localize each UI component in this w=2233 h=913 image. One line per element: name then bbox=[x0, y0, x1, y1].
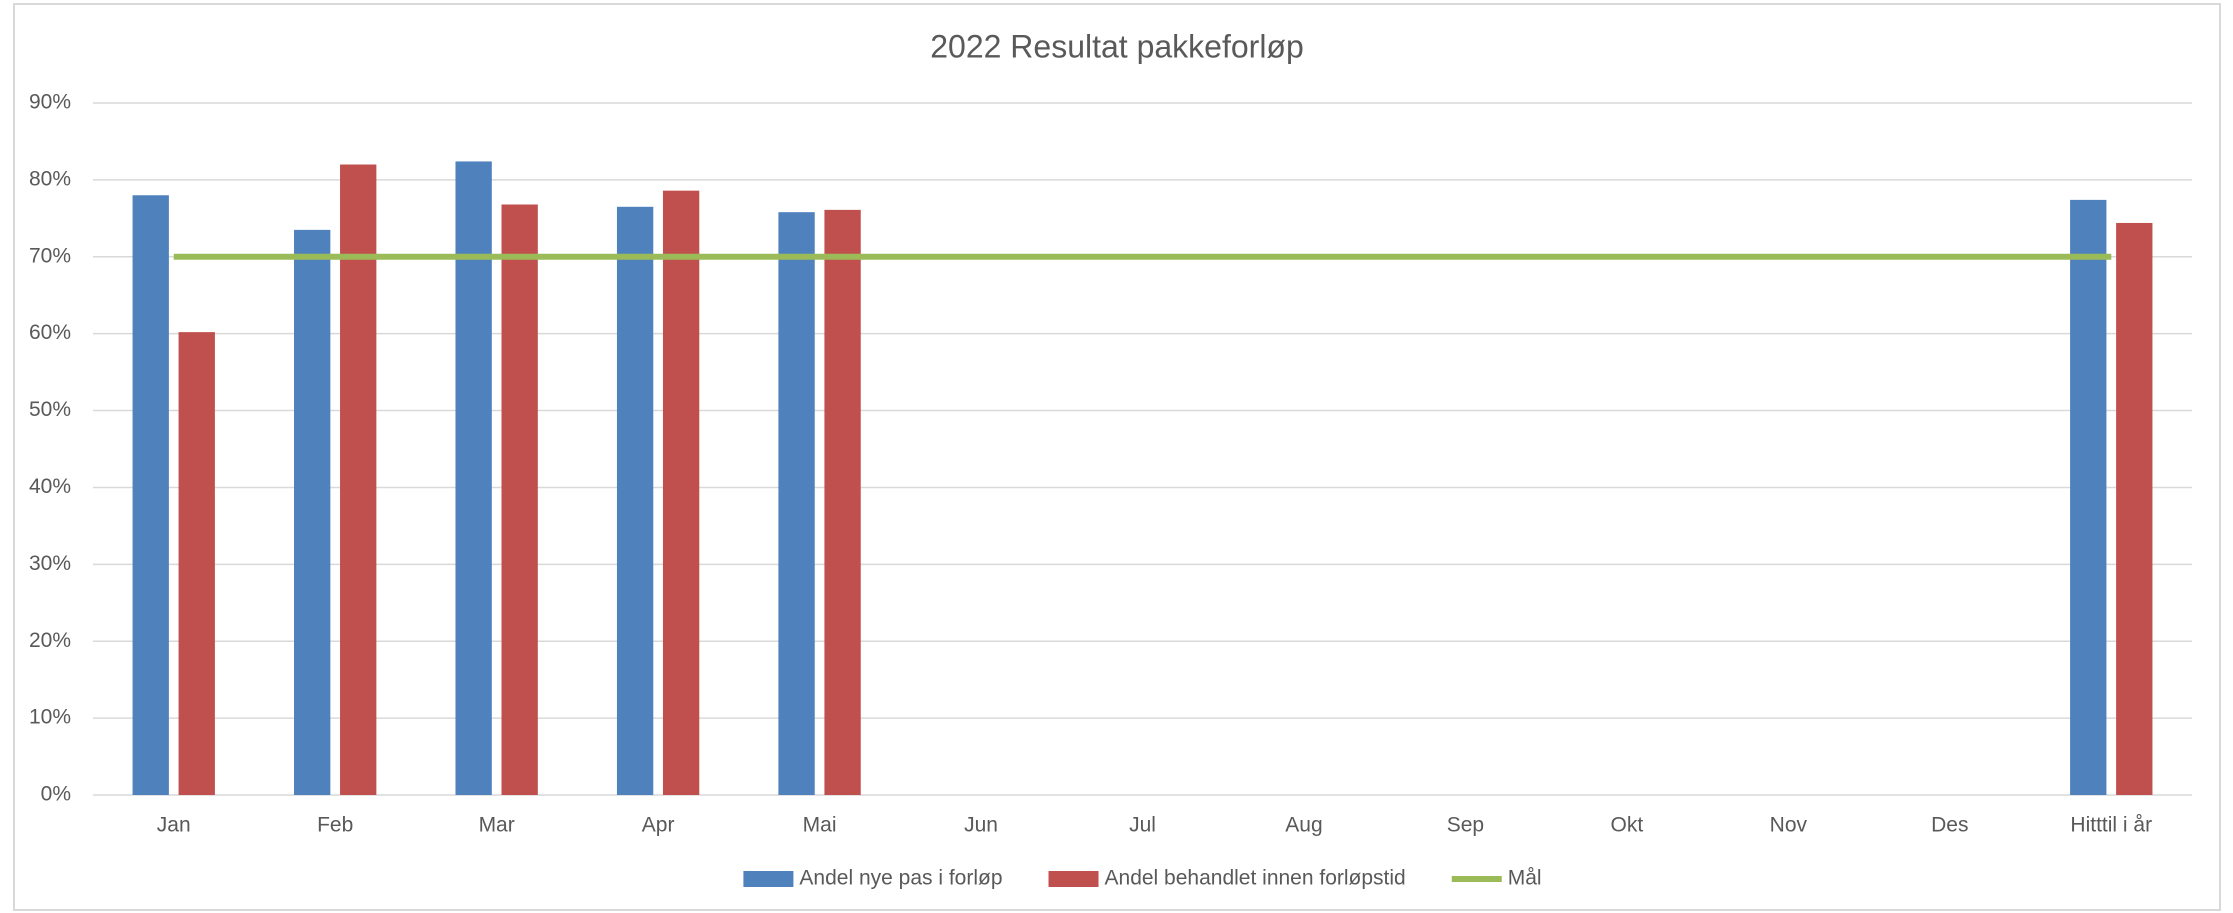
y-tick-label: 60% bbox=[29, 321, 71, 344]
legend-label: Andel nye pas i forløp bbox=[799, 867, 1002, 890]
y-tick-label: 70% bbox=[29, 244, 71, 267]
y-tick-label: 90% bbox=[29, 91, 71, 114]
y-tick-label: 50% bbox=[29, 398, 71, 421]
bar bbox=[662, 190, 700, 796]
y-tick-label: 0% bbox=[41, 783, 71, 806]
x-tick-label: Mar bbox=[479, 814, 515, 837]
x-tick-label: Jul bbox=[1129, 814, 1156, 837]
x-tick-label: Mai bbox=[803, 814, 837, 837]
x-tick-label: Aug bbox=[1285, 814, 1322, 837]
y-tick-label: 40% bbox=[29, 475, 71, 498]
x-tick-label: Okt bbox=[1611, 814, 1644, 837]
x-tick-label: Jan bbox=[157, 814, 191, 837]
bar bbox=[824, 209, 861, 795]
bar bbox=[778, 212, 815, 795]
y-tick-label: 80% bbox=[29, 167, 71, 190]
y-tick-label: 30% bbox=[29, 552, 71, 575]
bar bbox=[178, 332, 215, 795]
bar bbox=[2116, 222, 2153, 796]
legend-label: Mål bbox=[1508, 867, 1542, 890]
bar bbox=[501, 204, 538, 795]
x-tick-label: Sep bbox=[1447, 814, 1484, 837]
y-tick-label: 20% bbox=[29, 629, 71, 652]
bar bbox=[294, 229, 331, 795]
chart-border bbox=[13, 3, 2221, 911]
legend-label: Andel behandlet innen forløpstid bbox=[1105, 867, 1406, 890]
y-tick-label: 10% bbox=[29, 706, 71, 729]
x-tick-label: Des bbox=[1931, 814, 1968, 837]
x-tick-label: Nov bbox=[1770, 814, 1808, 837]
bar bbox=[340, 164, 377, 795]
legend-swatch bbox=[743, 871, 794, 887]
legend-swatch bbox=[1048, 871, 1099, 887]
x-tick-label: Jun bbox=[964, 814, 998, 837]
bar bbox=[2070, 199, 2107, 795]
bar bbox=[616, 206, 654, 796]
x-tick-label: Feb bbox=[317, 814, 353, 837]
bar bbox=[132, 195, 169, 795]
chart-title: 2022 Resultat pakkeforløp bbox=[930, 28, 1304, 64]
x-tick-label: Hitttil i år bbox=[2070, 814, 2152, 837]
x-tick-label: Apr bbox=[642, 814, 675, 837]
bar bbox=[455, 161, 492, 796]
